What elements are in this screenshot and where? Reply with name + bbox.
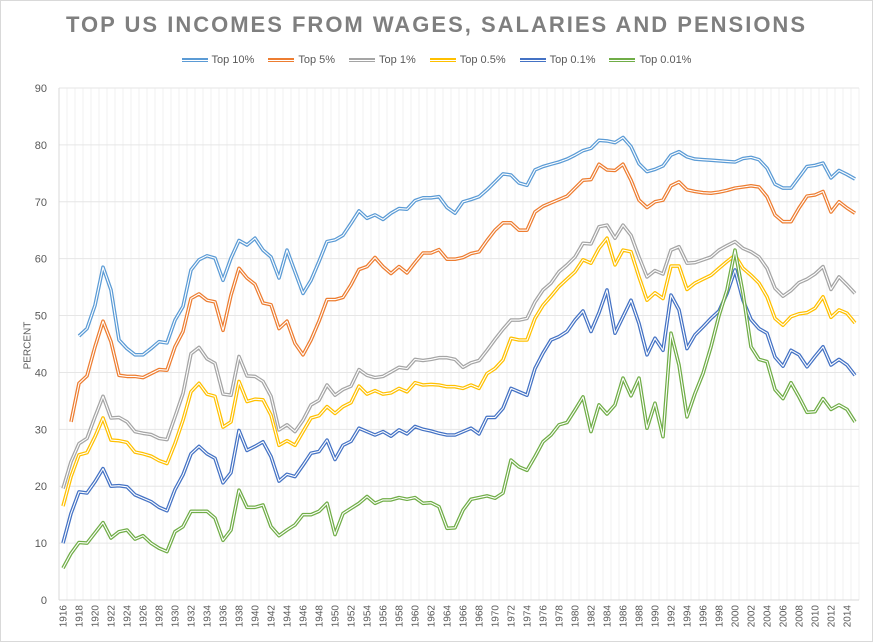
x-tick-label: 1948 <box>315 605 326 628</box>
series-line-inner-top-1 <box>62 224 856 489</box>
x-tick-label: 1938 <box>235 605 246 628</box>
legend-item: Top 0.1% <box>519 54 596 66</box>
x-tick-label: 1998 <box>715 605 726 628</box>
chart-title: TOP US INCOMES FROM WAGES, SALARIES AND … <box>65 12 807 37</box>
x-tick-label: 2004 <box>763 605 774 628</box>
x-tick-label: 1968 <box>475 605 486 628</box>
x-tick-label: 1928 <box>155 605 166 628</box>
legend-swatch-icon <box>349 58 376 62</box>
legend-item: Top 0.01% <box>609 54 691 66</box>
y-tick-label: 60 <box>35 254 47 266</box>
x-tick-label: 1944 <box>283 605 294 628</box>
legend-label: Top 0.5% <box>459 54 506 66</box>
legend-swatch-icon <box>609 58 636 62</box>
x-tick-label: 1930 <box>171 605 182 628</box>
y-tick-label: 20 <box>35 481 47 493</box>
legend-swatch-icon <box>181 58 208 62</box>
x-tick-label: 2000 <box>731 605 742 628</box>
legend-item: Top 1% <box>349 54 416 66</box>
x-tick-label: 1952 <box>347 605 358 628</box>
series-line-inner-top-0-5 <box>62 237 856 507</box>
series-line-inner-top-0-01 <box>62 249 856 569</box>
x-tick-label: 1974 <box>523 605 534 628</box>
x-tick-label: 1934 <box>203 605 214 628</box>
x-tick-label: 1956 <box>379 605 390 628</box>
x-tick-label: 1940 <box>251 605 262 628</box>
x-tick-label: 1918 <box>75 605 86 628</box>
y-tick-label: 40 <box>35 367 47 379</box>
y-tick-label: 10 <box>35 538 47 550</box>
x-tick-label: 1990 <box>651 605 662 628</box>
x-tick-label: 2002 <box>747 605 758 628</box>
x-tick-label: 1966 <box>459 605 470 628</box>
legend-label: Top 1% <box>379 54 416 66</box>
legend-item: Top 5% <box>268 54 335 66</box>
x-tick-label: 1920 <box>91 605 102 628</box>
legend-label: Top 0.1% <box>549 54 596 66</box>
x-tick-label: 1972 <box>507 605 518 628</box>
x-tick-label: 1996 <box>699 605 710 628</box>
legend-item: Top 0.5% <box>429 54 506 66</box>
x-tick-label: 1950 <box>331 605 342 628</box>
x-tick-label: 1954 <box>363 605 374 628</box>
x-tick-label: 1992 <box>667 605 678 628</box>
x-tick-label: 1980 <box>571 605 582 628</box>
x-tick-label: 2006 <box>779 605 790 628</box>
x-tick-label: 1916 <box>59 605 70 628</box>
legend-swatch-icon <box>429 58 456 62</box>
series-line-inner-top-10 <box>78 136 856 356</box>
x-tick-label: 1926 <box>139 605 150 628</box>
x-tick-label: 1986 <box>619 605 630 628</box>
x-tick-label: 1970 <box>491 605 502 628</box>
x-tick-label: 1936 <box>219 605 230 628</box>
x-tick-label: 1988 <box>635 605 646 628</box>
x-tick-label: 1958 <box>395 605 406 628</box>
x-tick-label: 2008 <box>795 605 806 628</box>
x-tick-label: 1932 <box>187 605 198 628</box>
series-line-inner-top-5 <box>70 163 856 423</box>
y-tick-label: 50 <box>35 311 47 323</box>
y-tick-label: 30 <box>35 424 47 436</box>
legend: Top 10% Top 5% Top 1% Top 0.5% Top 0.1% Top 0… <box>0 54 873 66</box>
x-tick-label: 2012 <box>827 605 838 628</box>
x-tick-label: 1946 <box>299 605 310 628</box>
y-tick-label: 90 <box>35 83 47 95</box>
x-tick-label: 2010 <box>811 605 822 628</box>
legend-label: Top 5% <box>298 54 336 66</box>
legend-label: Top 10% <box>211 54 255 66</box>
x-tick-label: 1994 <box>683 605 694 628</box>
x-tick-label: 1962 <box>427 605 438 628</box>
y-tick-label: 80 <box>35 140 47 152</box>
x-tick-label: 1978 <box>555 605 566 628</box>
legend-item: Top 10% <box>181 54 255 66</box>
x-tick-label: 1922 <box>107 605 118 628</box>
x-tick-label: 1982 <box>587 605 598 628</box>
y-tick-label: 0 <box>41 595 47 607</box>
x-tick-label: 1964 <box>443 605 454 628</box>
legend-swatch-icon <box>268 58 295 62</box>
legend-swatch-icon <box>519 58 546 62</box>
x-tick-label: 1924 <box>123 605 134 628</box>
x-tick-label: 1976 <box>539 605 550 628</box>
x-tick-label: 1984 <box>603 605 614 628</box>
x-tick-label: 1942 <box>267 605 278 628</box>
x-tick-label: 2014 <box>843 605 854 628</box>
y-tick-label: 70 <box>35 197 47 209</box>
x-tick-label: 1960 <box>411 605 422 628</box>
legend-label: Top 0.01% <box>639 54 692 66</box>
